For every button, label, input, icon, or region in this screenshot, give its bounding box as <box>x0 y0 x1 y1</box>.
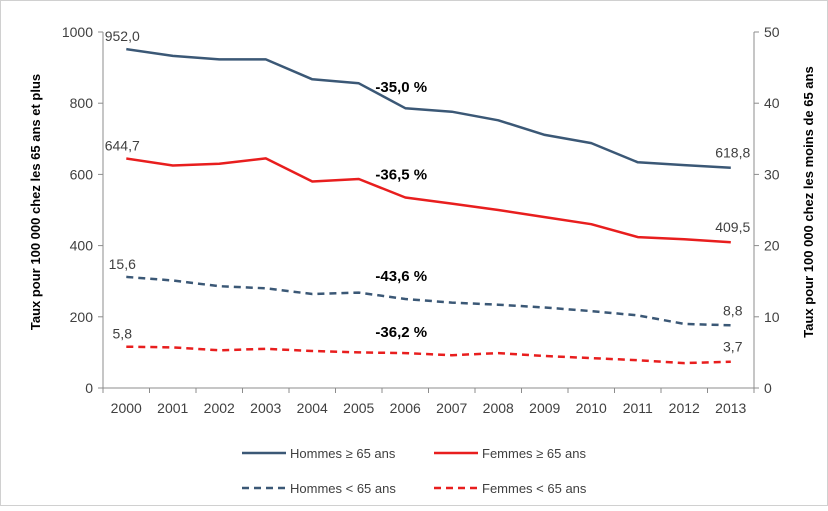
x-tick-label: 2011 <box>623 400 653 416</box>
change-annotation: -36,2 % <box>375 324 427 341</box>
data-label-start: 15,6 <box>109 256 136 272</box>
y-tick-label-left: 800 <box>70 95 94 111</box>
change-annotation: -43,6 % <box>375 268 427 285</box>
data-label-start: 644,7 <box>105 137 140 153</box>
x-tick-label: 2009 <box>529 400 560 416</box>
y-tick-label-left: 400 <box>70 238 94 254</box>
data-label-start: 5,8 <box>113 326 133 342</box>
y-tick-label-right: 40 <box>764 95 780 111</box>
x-tick-label: 2005 <box>343 400 374 416</box>
series-line-hommes-lt-65-ans <box>126 275 731 327</box>
series-line-femmes-lt-65-ans <box>126 345 731 365</box>
series-line-hommes-ge-65-ans <box>126 47 731 169</box>
data-label-end: 618,8 <box>715 145 750 161</box>
y-axis-title-left: Taux pour 100 000 chez les 65 ans et plu… <box>28 74 43 330</box>
x-tick-label: 2000 <box>111 400 142 416</box>
legend-label: Hommes ≥ 65 ans <box>290 446 396 461</box>
y-tick-label-right: 50 <box>764 24 780 40</box>
y-tick-label-right: 10 <box>764 309 780 325</box>
legend-label: Femmes < 65 ans <box>482 481 587 496</box>
x-tick-label: 2001 <box>157 400 188 416</box>
x-tick-label: 2008 <box>483 400 514 416</box>
change-annotation: -35,0 % <box>375 79 427 96</box>
x-tick-label: 2012 <box>669 400 700 416</box>
legend-label: Femmes ≥ 65 ans <box>482 446 586 461</box>
x-tick-label: 2002 <box>204 400 235 416</box>
y-tick-label-left: 0 <box>85 380 93 396</box>
y-tick-label-right: 0 <box>764 380 772 396</box>
y-tick-label-left: 200 <box>70 309 94 325</box>
data-label-start: 952,0 <box>105 28 140 44</box>
data-label-end: 3,7 <box>723 339 743 355</box>
x-tick-label: 2006 <box>390 400 421 416</box>
data-label-end: 8,8 <box>723 302 743 318</box>
data-label-end: 409,5 <box>715 219 750 235</box>
y-axis-title-right: Taux pour 100 000 chez les moins de 65 a… <box>801 66 816 337</box>
change-annotation: -36,5 % <box>375 167 427 184</box>
y-tick-label-right: 20 <box>764 238 780 254</box>
x-tick-label: 2013 <box>715 400 746 416</box>
y-tick-label-left: 600 <box>70 166 94 182</box>
x-tick-label: 2003 <box>250 400 281 416</box>
series-line-femmes-ge-65-ans <box>126 157 731 244</box>
y-tick-label-left: 1000 <box>62 24 93 40</box>
legend-label: Hommes < 65 ans <box>290 481 396 496</box>
y-tick-label-right: 30 <box>764 166 780 182</box>
x-tick-label: 2004 <box>297 400 328 416</box>
x-tick-label: 2007 <box>436 400 467 416</box>
x-tick-label: 2010 <box>576 400 607 416</box>
